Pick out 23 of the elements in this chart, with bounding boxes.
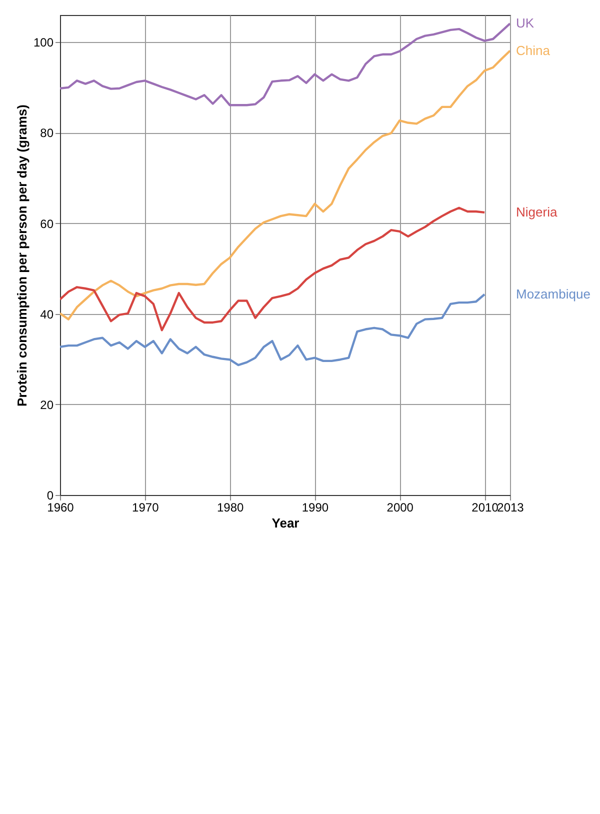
y-tick-label: 80 (40, 126, 54, 140)
x-tick-label: 1970 (132, 500, 160, 514)
text: Nigeria (516, 204, 558, 220)
x-tick-label: 2013 (497, 500, 524, 514)
x-tick-label: 2000 (386, 500, 414, 514)
line-series (60, 206, 486, 332)
x-tick-label: 2010 (472, 500, 499, 514)
x-tick-label: 1980 (216, 500, 244, 514)
x-axis-title: Year (272, 516, 300, 530)
y-tick-label: 40 (40, 307, 54, 322)
y-tick-label: 60 (40, 216, 54, 231)
text: Mozambique (516, 286, 590, 302)
line-series (60, 50, 510, 320)
y-tick-label: 20 (40, 398, 54, 412)
line-series (60, 293, 486, 366)
series-label: UK (516, 16, 534, 31)
y-tick-label: 100 (33, 36, 54, 50)
x-tick-label: 1960 (47, 500, 74, 514)
series-label: China (516, 42, 551, 58)
line-series (60, 22, 510, 106)
y-axis-title: Protein consumption per person per day (grams) (14, 104, 30, 406)
x-tick-label: 1990 (302, 500, 329, 514)
y-tick-label: 0 (46, 488, 54, 502)
